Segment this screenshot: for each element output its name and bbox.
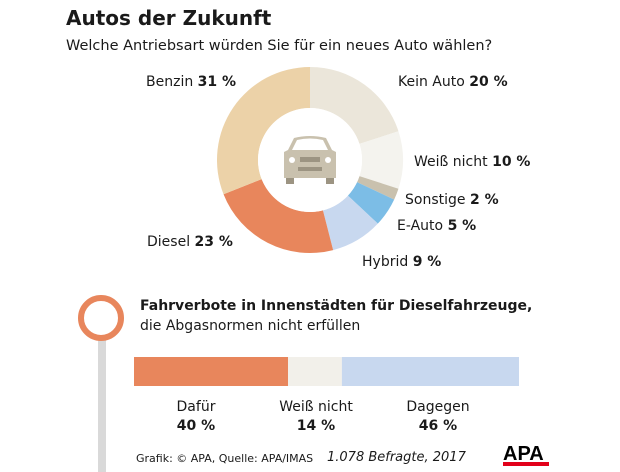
donut-slice-kein-auto (310, 67, 399, 144)
stacked-bar (134, 357, 519, 386)
donut-slice-benzin (217, 67, 310, 195)
apa-logo: APA (503, 443, 549, 466)
page-title: Autos der Zukunft (66, 6, 272, 30)
bar-segment-wei-nicht (288, 357, 342, 386)
slice-label-sonstige: Sonstige 2 % (405, 192, 499, 208)
slice-label-hybrid: Hybrid 9 % (362, 254, 442, 270)
page-subtitle: Welche Antriebsart würden Sie für ein ne… (66, 38, 493, 54)
slice-label-e-auto: E-Auto 5 % (397, 218, 477, 234)
donut-chart (217, 67, 403, 253)
slice-label-weiss-nicht: Weiß nicht 10 % (414, 154, 531, 170)
car-icon (258, 108, 362, 212)
bar-label-dagegen: Dagegen 46 % (406, 399, 470, 434)
bar-chart-subtitle: die Abgasnormen nicht erfüllen (140, 318, 361, 334)
bar-label-dafuer: Dafür 40 % (176, 399, 216, 434)
donut-slice-wei-nicht (359, 131, 403, 189)
donut-slice-hybrid (322, 195, 378, 251)
source-note: Grafik: © APA, Quelle: APA/IMAS (136, 452, 314, 465)
slice-label-kein-auto: Kein Auto 20 % (398, 74, 508, 90)
bar-segment-dagegen (341, 357, 519, 386)
slice-label-benzin: Benzin 31 % (146, 74, 237, 90)
donut-slice-e-auto (347, 182, 395, 224)
respondents-note: 1.078 Befragte, 2017 (327, 450, 466, 465)
svg-text:APA: APA (503, 443, 544, 465)
bar-segment-daf-r (134, 357, 288, 386)
bar-label-weiss-nicht: Weiß nicht 14 % (279, 399, 353, 434)
bar-chart-title: Fahrverbote in Innenstädten für Dieselfa… (140, 298, 533, 314)
donut-slice-diesel (223, 179, 334, 253)
slice-label-diesel: Diesel 23 % (147, 234, 233, 250)
donut-slice-sonstige (357, 176, 399, 200)
sign-icon (78, 295, 124, 472)
